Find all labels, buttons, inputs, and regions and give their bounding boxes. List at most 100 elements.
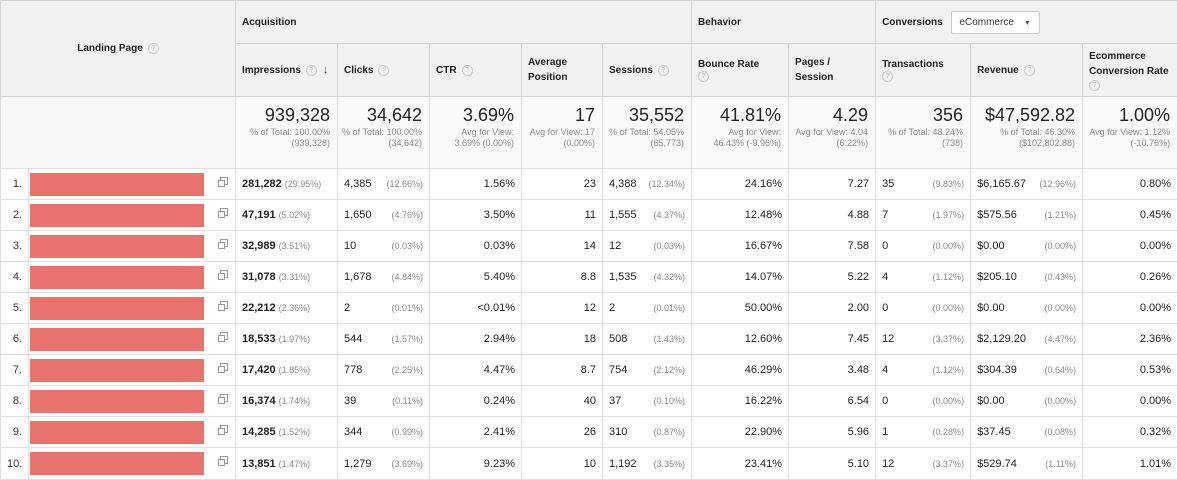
external-link-icon[interactable] xyxy=(218,363,227,372)
external-link-icon[interactable] xyxy=(218,425,227,434)
transactions-column-header[interactable]: Transactions ? xyxy=(876,44,971,97)
external-link-icon[interactable] xyxy=(218,301,227,310)
impressions-column-header[interactable]: Impressions? ↓ xyxy=(236,44,338,97)
redacted-landing-page[interactable] xyxy=(30,297,204,320)
landing-page-cell[interactable] xyxy=(29,448,236,480)
pages-session-cell: 6.54 xyxy=(789,386,876,417)
table-row[interactable]: 8. 16,374(1.74%) 39(0.11%) 0.24% 40 37(0… xyxy=(1,386,1177,417)
table-row[interactable]: 7. 17,420(1.85%) 778(2.25%) 4.47% 8.7 75… xyxy=(1,355,1177,386)
revenue-header-label: Revenue xyxy=(977,63,1019,78)
help-icon[interactable]: ? xyxy=(882,71,893,82)
landing-page-cell[interactable] xyxy=(29,417,236,448)
total-clicks: 34,642% of Total: 100.00% (34,642) xyxy=(338,97,430,169)
external-link-icon[interactable] xyxy=(218,208,227,217)
table-row[interactable]: 1. 281,282(29.95%) 4,385(12.66%) 1.56% 2… xyxy=(1,169,1177,200)
total-value: 3.69% xyxy=(434,104,514,126)
external-link-icon[interactable] xyxy=(218,270,227,279)
row-index: 6. xyxy=(1,324,29,355)
transactions-cell: 12(3.37%) xyxy=(876,324,971,355)
help-icon[interactable]: ? xyxy=(658,65,669,76)
transactions-percent: (0.00%) xyxy=(933,303,965,313)
external-link-icon[interactable] xyxy=(218,394,227,403)
clicks-column-header[interactable]: Clicks? xyxy=(338,44,430,97)
sessions-percent: (0.03%) xyxy=(654,241,686,251)
transactions-percent: (9.83%) xyxy=(933,179,965,189)
revenue-cell: $575.56(1.21%) xyxy=(971,200,1083,231)
redacted-landing-page[interactable] xyxy=(30,390,204,413)
sessions-value: 4,388 xyxy=(609,178,637,190)
ecom-conv-rate-column-header[interactable]: Ecommerce Conversion Rate ? xyxy=(1083,44,1177,97)
transactions-cell: 4(1.12%) xyxy=(876,262,971,293)
redacted-landing-page[interactable] xyxy=(30,235,204,258)
sessions-value: 37 xyxy=(609,395,621,407)
impressions-header-label: Impressions xyxy=(242,63,301,78)
landing-page-cell[interactable] xyxy=(29,200,236,231)
total-sessions: 35,552% of Total: 54.05% (65,773) xyxy=(603,97,692,169)
clicks-value: 39 xyxy=(344,395,356,407)
revenue-column-header[interactable]: Revenue? xyxy=(971,44,1083,97)
table-row[interactable]: 6. 18,533(1.97%) 544(1.57%) 2.94% 18 508… xyxy=(1,324,1177,355)
landing-page-cell[interactable] xyxy=(29,169,236,200)
avg-position-column-header[interactable]: Average Position xyxy=(522,44,603,97)
clicks-cell: 544(1.57%) xyxy=(338,324,430,355)
transactions-percent: (3.37%) xyxy=(933,334,965,344)
help-icon[interactable]: ? xyxy=(148,43,159,54)
external-link-icon[interactable] xyxy=(218,332,227,341)
table-row[interactable]: 4. 31,078(3.31%) 1,678(4.84%) 5.40% 8.8 … xyxy=(1,262,1177,293)
ecom-conv-rate-cell: 0.00% xyxy=(1083,293,1177,324)
sessions-value: 310 xyxy=(609,426,627,438)
conversion-type-dropdown[interactable]: eCommerce▼ xyxy=(951,11,1039,34)
table-row[interactable]: 5. 22,212(2.36%) 2(0.01%) <0.01% 12 2(0.… xyxy=(1,293,1177,324)
landing-page-cell[interactable] xyxy=(29,293,236,324)
impressions-value: 31,078 xyxy=(242,271,276,283)
ctr-column-header[interactable]: CTR? xyxy=(430,44,522,97)
revenue-percent: (1.11%) xyxy=(1045,459,1076,469)
table-row[interactable]: 9. 14,285(1.52%) 344(0.99%) 2.41% 26 310… xyxy=(1,417,1177,448)
table-row[interactable]: 10. 13,851(1.47%) 1,279(3.69%) 9.23% 10 … xyxy=(1,448,1177,480)
redacted-landing-page[interactable] xyxy=(30,173,204,196)
pages-session-column-header[interactable]: Pages / Session xyxy=(789,44,876,97)
total-bounce-rate: 41.81%Avg for View: 46.43% (-9.96%) xyxy=(692,97,789,169)
help-icon[interactable]: ? xyxy=(1089,80,1100,91)
landing-page-cell[interactable] xyxy=(29,386,236,417)
row-index: 2. xyxy=(1,200,29,231)
transactions-value: 4 xyxy=(882,271,888,283)
redacted-landing-page[interactable] xyxy=(30,204,204,227)
total-value: 41.81% xyxy=(696,104,781,126)
redacted-landing-page[interactable] xyxy=(30,328,204,351)
table-row[interactable]: 3. 32,989(3.51%) 10(0.03%) 0.03% 14 12(0… xyxy=(1,231,1177,262)
sessions-column-header[interactable]: Sessions? xyxy=(603,44,692,97)
external-link-icon[interactable] xyxy=(218,239,227,248)
help-icon[interactable]: ? xyxy=(306,65,317,76)
transactions-percent: (3.37%) xyxy=(933,459,965,469)
landing-page-cell[interactable] xyxy=(29,324,236,355)
sessions-cell: 1,535(4.32%) xyxy=(603,262,692,293)
help-icon[interactable]: ? xyxy=(698,71,709,82)
bounce-rate-cell: 24.16% xyxy=(692,169,789,200)
impressions-percent: (2.36%) xyxy=(279,303,311,313)
external-link-icon[interactable] xyxy=(218,177,227,186)
row-index: 8. xyxy=(1,386,29,417)
help-icon[interactable]: ? xyxy=(462,65,473,76)
avg-position-cell: 12 xyxy=(522,293,603,324)
help-icon[interactable]: ? xyxy=(378,65,389,76)
redacted-landing-page[interactable] xyxy=(30,266,204,289)
sort-desc-icon[interactable]: ↓ xyxy=(323,63,329,78)
table-row[interactable]: 2. 47,191(5.02%) 1,650(4.76%) 3.50% 11 1… xyxy=(1,200,1177,231)
landing-page-cell[interactable] xyxy=(29,231,236,262)
help-icon[interactable]: ? xyxy=(1024,65,1035,76)
bounce-rate-cell: 16.67% xyxy=(692,231,789,262)
clicks-value: 1,678 xyxy=(344,271,372,283)
pages-session-cell: 5.10 xyxy=(789,448,876,480)
clicks-value: 344 xyxy=(344,426,362,438)
revenue-percent: (0.64%) xyxy=(1045,365,1077,375)
landing-page-cell[interactable] xyxy=(29,355,236,386)
external-link-icon[interactable] xyxy=(218,456,227,465)
clicks-cell: 4,385(12.66%) xyxy=(338,169,430,200)
transactions-percent: (1.12%) xyxy=(933,365,965,375)
bounce-rate-column-header[interactable]: Bounce Rate ? xyxy=(692,44,789,97)
redacted-landing-page[interactable] xyxy=(30,452,204,475)
landing-page-cell[interactable] xyxy=(29,262,236,293)
redacted-landing-page[interactable] xyxy=(30,421,204,444)
redacted-landing-page[interactable] xyxy=(30,359,204,382)
